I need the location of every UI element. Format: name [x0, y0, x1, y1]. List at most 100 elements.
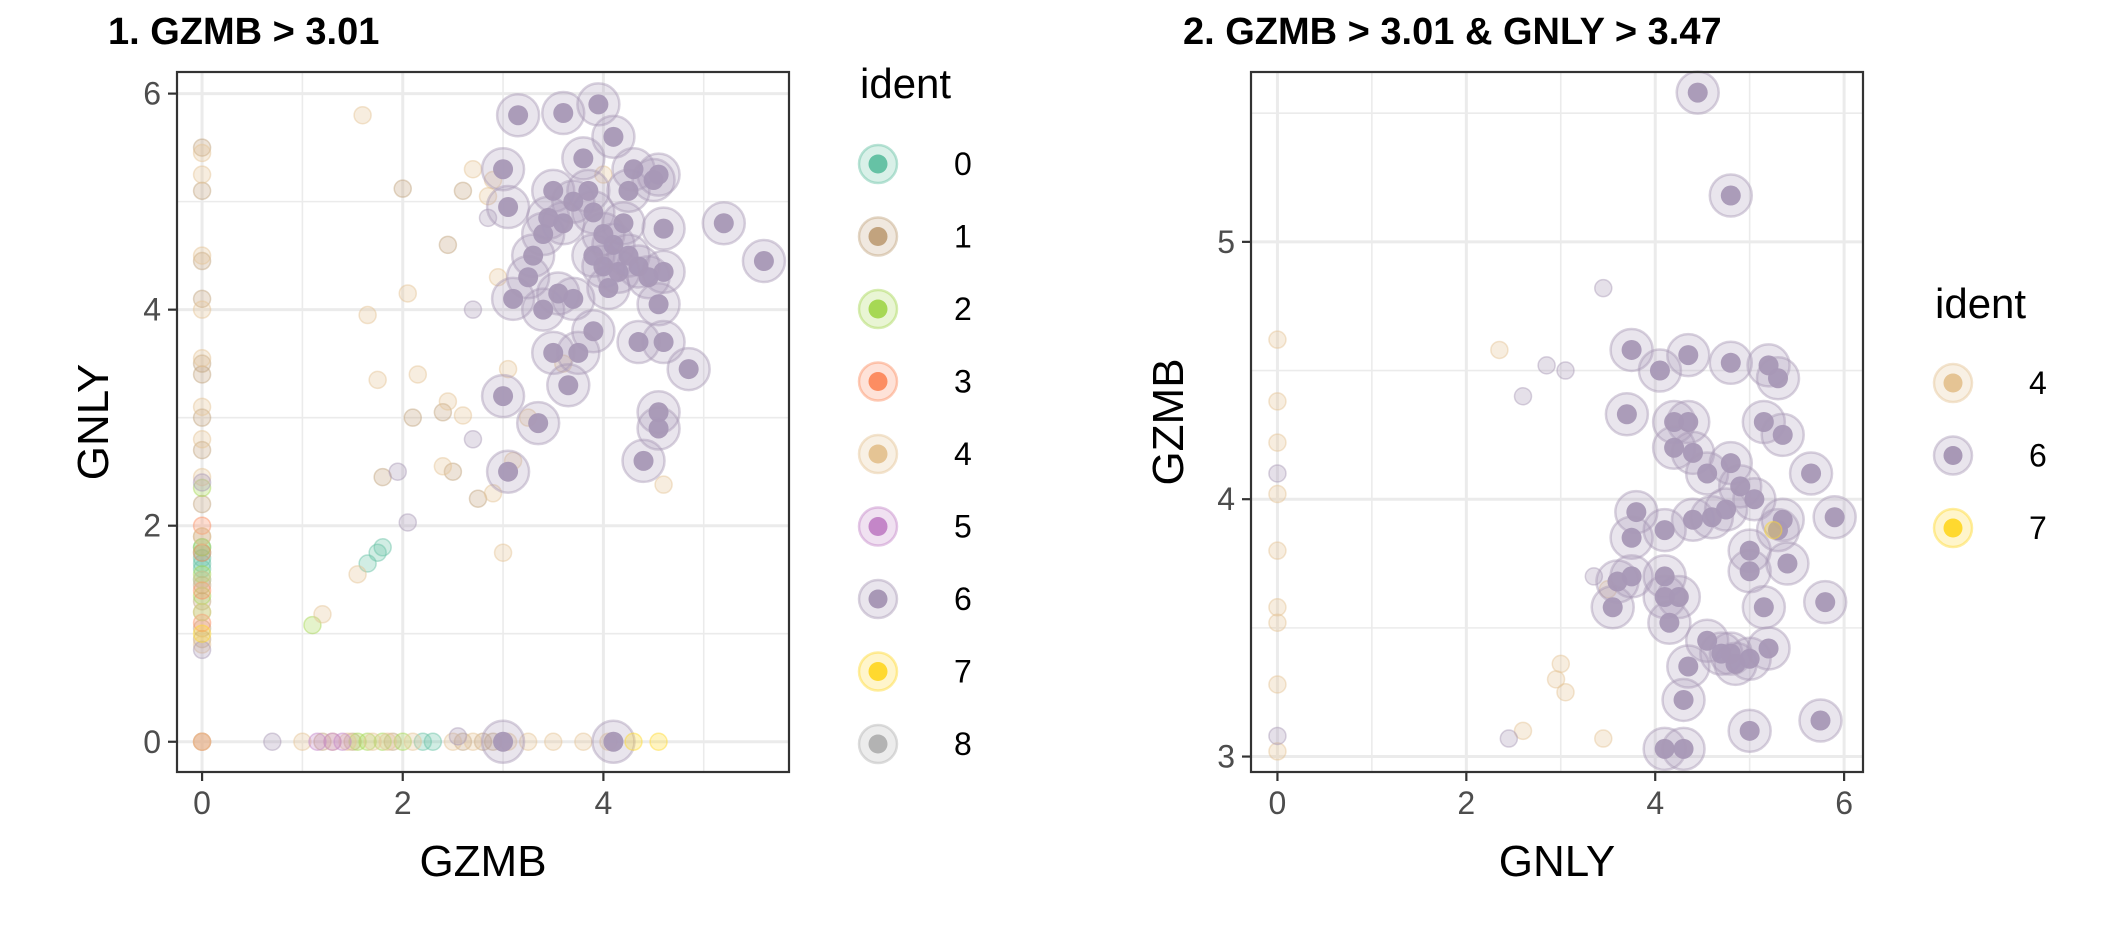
point-ident-6	[1654, 566, 1675, 587]
point-ident-4	[348, 565, 367, 584]
panel-2-y-axis-label: GZMB	[1144, 358, 1193, 485]
point-ident-6	[653, 261, 674, 282]
point-ident-4	[594, 165, 613, 184]
point-ident-4	[403, 732, 423, 752]
legend-key-5	[868, 517, 888, 536]
point-ident-6	[653, 332, 674, 353]
panel-2-ticks: 0 2 4 6 3 4 5	[1217, 224, 1853, 821]
point-ident-0	[192, 543, 212, 562]
legend-label-2: 2	[954, 291, 972, 327]
panel-2-legend: ident 4 6 7	[1932, 280, 2047, 549]
point-ident-6	[518, 267, 539, 288]
point-ident-6	[628, 332, 649, 353]
legend-key-7	[868, 662, 888, 681]
point-ident-6	[1668, 587, 1689, 607]
point-ident-4	[1268, 675, 1287, 694]
point-ident-6	[478, 208, 498, 228]
point-ident-6	[493, 159, 514, 180]
point-ident-4	[192, 467, 212, 487]
point-ident-6	[618, 245, 639, 266]
point-ident-7	[1764, 520, 1783, 540]
point-ident-1	[403, 408, 423, 427]
point-ident-6	[568, 342, 589, 363]
point-ident-6	[583, 321, 604, 342]
point-ident-6	[448, 727, 468, 746]
point-ident-2	[192, 586, 212, 606]
point-ident-6	[603, 126, 624, 147]
point-ident-6	[1697, 463, 1718, 484]
point-ident-2	[192, 602, 212, 622]
point-ident-0	[368, 543, 387, 562]
y-tick-label: 3	[1217, 739, 1235, 775]
point-ident-1	[383, 732, 402, 752]
point-ident-6	[508, 105, 529, 126]
point-ident-6	[1720, 185, 1741, 206]
point-ident-6	[1678, 412, 1699, 432]
point-ident-6	[388, 462, 407, 481]
x-tick-label: 2	[394, 785, 412, 821]
point-ident-4	[192, 635, 212, 654]
point-ident-6	[713, 213, 734, 234]
point-ident-4	[192, 246, 212, 265]
point-ident-1	[192, 619, 212, 638]
legend-label-7: 7	[2029, 510, 2047, 546]
x-tick-label: 0	[1269, 785, 1287, 821]
point-ident-6	[1673, 689, 1694, 710]
point-ident-3	[192, 516, 212, 535]
y-tick-label: 5	[1217, 224, 1235, 260]
point-ident-1	[192, 289, 212, 309]
point-ident-2	[373, 732, 392, 752]
panel-2: 2. GZMB > 3.01 & GNLY > 3.47 0 2 4 6 3 4 5 GNL…	[1144, 11, 2047, 886]
point-ident-1	[373, 467, 392, 487]
point-ident-1	[192, 575, 212, 595]
point-ident-4	[358, 305, 377, 325]
point-ident-4	[488, 267, 508, 287]
point-ident-1	[438, 235, 458, 255]
legend-label-3: 3	[954, 364, 972, 400]
point-ident-1	[473, 732, 493, 752]
point-ident-7	[649, 732, 668, 752]
point-ident-4	[1556, 682, 1575, 702]
point-ident-4	[368, 370, 387, 390]
legend-label-4: 4	[2029, 365, 2047, 401]
point-ident-4	[1268, 541, 1287, 560]
point-ident-6	[563, 191, 584, 212]
panel-2-legend-title: ident	[1935, 280, 2026, 327]
panel-1: 1. GZMB > 3.01 0 2 4 0 2 4 6 GZMB GNLY ident 0…	[69, 11, 972, 886]
point-ident-6	[398, 513, 418, 532]
point-ident-4	[1513, 721, 1533, 741]
point-ident-6	[1659, 612, 1680, 633]
point-ident-4	[408, 365, 428, 384]
point-ident-4	[1268, 742, 1287, 761]
point-ident-4	[1551, 654, 1571, 674]
point-ident-1	[433, 403, 453, 422]
point-ident-6	[1654, 587, 1675, 607]
x-tick-label: 2	[1457, 785, 1475, 821]
point-ident-6	[638, 267, 659, 288]
point-ident-6	[1268, 726, 1287, 746]
point-ident-6	[563, 288, 584, 309]
point-ident-4	[443, 732, 463, 752]
point-ident-1	[192, 408, 212, 427]
point-ident-4	[192, 430, 212, 449]
point-ident-6	[548, 283, 569, 304]
point-ident-6	[593, 224, 614, 245]
legend-key-1	[868, 227, 888, 246]
point-ident-4	[1268, 392, 1287, 411]
legend-label-0: 0	[954, 146, 972, 182]
point-ident-6	[503, 288, 524, 309]
point-ident-4	[192, 165, 212, 184]
point-ident-4	[1268, 484, 1287, 504]
legend-label-6: 6	[2029, 438, 2047, 474]
point-ident-6	[463, 300, 483, 319]
point-ident-4	[192, 397, 212, 417]
legend-label-5: 5	[954, 509, 972, 545]
panel-1-grid	[177, 72, 789, 772]
point-ident-7	[192, 624, 212, 643]
point-ident-6	[543, 180, 564, 201]
point-ident-3	[192, 613, 212, 633]
point-ident-6	[528, 413, 549, 434]
point-ident-3	[192, 581, 212, 600]
point-ident-6	[1621, 339, 1642, 360]
point-ident-6	[648, 164, 669, 185]
